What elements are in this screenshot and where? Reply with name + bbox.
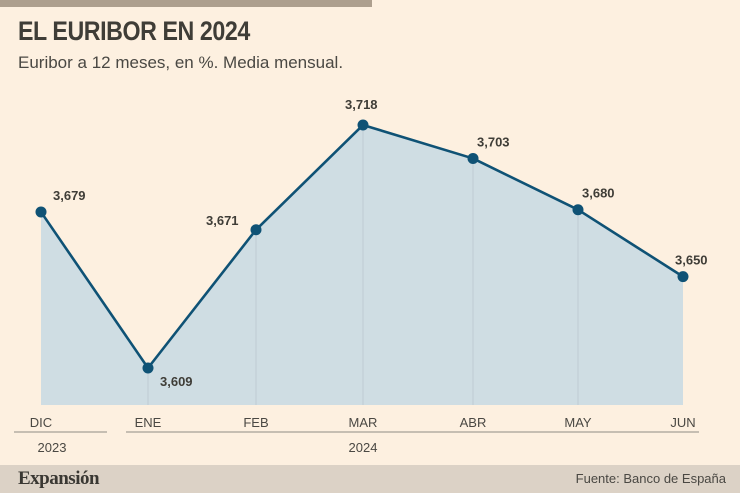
data-label-jun: 3,650 <box>675 253 708 268</box>
data-label-ene: 3,609 <box>160 374 193 389</box>
x-tick-label: FEB <box>243 415 268 430</box>
data-label-mar: 3,718 <box>345 97 378 112</box>
area-fill <box>41 125 683 405</box>
chart-area: 3,679 3,609 3,671 3,718 3,703 3,680 3,650 DIC E… <box>14 97 708 455</box>
data-point-dic <box>35 206 47 218</box>
data-point-mar <box>357 119 369 131</box>
data-label-dic: 3,679 <box>53 188 86 203</box>
data-point-feb <box>250 224 262 236</box>
chart-subtitle: Euribor a 12 meses, en %. Media mensual. <box>18 53 344 72</box>
brand-logo: Expansión <box>18 468 100 489</box>
x-tick-label: MAR <box>349 415 378 430</box>
year-label-2024: 2024 <box>349 440 378 455</box>
data-label-feb: 3,671 <box>206 213 239 228</box>
year-label-2023: 2023 <box>38 440 67 455</box>
x-tick-label: DIC <box>30 415 52 430</box>
x-tick-label: JUN <box>670 415 695 430</box>
x-tick-label: MAY <box>564 415 592 430</box>
x-tick-label: ABR <box>460 415 487 430</box>
data-label-may: 3,680 <box>582 186 615 201</box>
source-note: Fuente: Banco de España <box>575 471 726 486</box>
chart-title: EL EURIBOR EN 2024 <box>18 16 250 46</box>
data-point-ene <box>142 362 154 374</box>
footer: Expansión Fuente: Banco de España <box>0 465 740 493</box>
data-point-abr <box>467 152 479 164</box>
data-label-abr: 3,703 <box>477 134 510 149</box>
x-tick-label: ENE <box>135 415 162 430</box>
top-accent-bar <box>0 0 372 7</box>
data-point-may <box>572 204 584 216</box>
data-point-jun <box>677 271 689 283</box>
